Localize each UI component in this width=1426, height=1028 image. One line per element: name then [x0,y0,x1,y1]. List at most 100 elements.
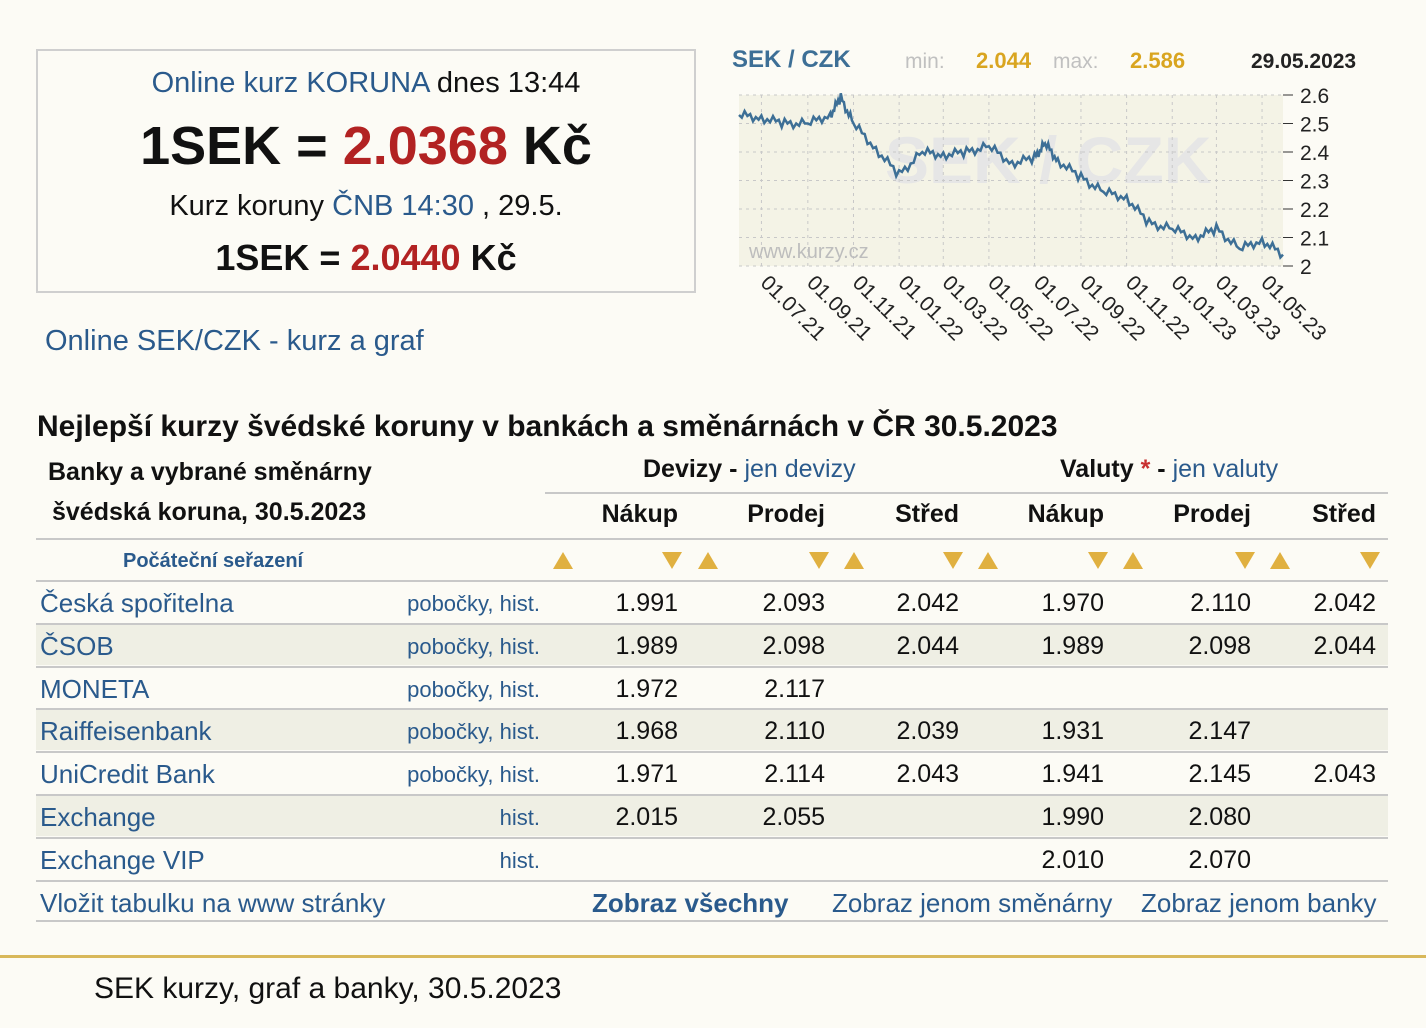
history-link[interactable]: hist. [499,805,540,830]
sort-descending-icon[interactable] [1088,552,1108,569]
online-rate-link[interactable]: Online kurz KORUNA [151,67,429,99]
column-header: Střed [895,500,959,528]
show-banks-link[interactable]: Zobraz jenom banky [1141,888,1377,918]
devizy-group-header: Devizy - jen devizy [643,455,856,484]
bank-links: hist. [500,848,540,874]
table-row: ČSOB pobočky, hist. 1.989 2.098 2.044 1.989 2.… [36,622,1388,665]
initial-sort-link[interactable]: Počáteční seřazení [123,550,304,572]
bank-name-link[interactable]: Raiffeisenbank [40,716,212,747]
history-link[interactable]: hist. [499,762,540,788]
sort-descending-icon[interactable] [943,552,963,569]
sort-ascending-icon[interactable] [978,552,998,569]
branches-link[interactable]: pobočky [407,633,488,659]
column-header: Nákup [601,500,678,528]
chart-title: SEK / CZK [732,46,851,73]
bank-links: pobočky, hist. [407,719,540,745]
rate-cell: 1.991 [615,589,678,617]
branches-link[interactable]: pobočky [407,762,488,788]
bank-links: hist. [500,805,540,831]
sort-descending-icon[interactable] [1235,552,1255,569]
sort-descending-icon[interactable] [809,552,829,569]
online-rate-pair: 1SEK = [140,116,343,176]
column-header: Nákup [1027,500,1104,528]
history-link[interactable]: hist. [499,847,540,873]
branches-link[interactable]: pobočky [407,591,488,616]
rate-cell: 1.968 [615,717,678,746]
link-separator: , [487,591,500,616]
rate-cell: 2.147 [1188,717,1251,746]
cnb-rate: 1SEK = 2.0440 Kč [38,237,694,279]
rate-cell: 2.015 [615,803,678,831]
rate-cell: 1.931 [1041,717,1104,746]
branches-link[interactable]: pobočky [407,719,488,745]
chart-max-value: 2.586 [1130,48,1185,73]
bank-name-link[interactable]: Exchange [40,802,156,832]
online-rate: 1SEK = 2.0368 Kč [38,115,694,177]
link-separator: , [487,633,500,659]
online-chart-link[interactable]: Online SEK/CZK - kurz a graf [45,325,424,357]
cnb-label: Kurz koruny [169,190,333,222]
chart-watermark: SEK / CZK [885,123,1212,197]
only-valuty-link[interactable]: jen valuty [1172,455,1279,483]
only-devizy-link[interactable]: jen devizy [744,455,856,483]
bank-name-link[interactable]: ČSOB [40,630,114,661]
column-header: Prodej [1173,500,1251,528]
bank-links: pobočky, hist. [407,677,540,703]
valuty-group-header: Valuty * - jen valuty [1060,455,1278,484]
rate-cell: 2.114 [764,760,825,789]
footer-divider [0,955,1426,958]
sort-ascending-icon[interactable] [1123,552,1143,569]
sort-ascending-icon[interactable] [698,552,718,569]
sort-ascending-icon[interactable] [553,552,573,569]
rate-cell: 1.989 [615,631,678,660]
rate-cell: 1.972 [615,674,678,703]
sort-row: Počáteční seřazení [36,540,1388,582]
rate-chart-svg: SEK / CZK2.62.52.42.32.22.1201.07.2101.0… [732,46,1356,345]
rate-cell: 2.042 [896,589,959,617]
history-link[interactable]: hist. [499,591,540,616]
sort-ascending-icon[interactable] [844,552,864,569]
branches-link[interactable]: pobočky [407,676,488,702]
cnb-rate-pair: 1SEK = [215,237,351,278]
history-link[interactable]: hist. [499,633,540,659]
group-divider [545,492,1388,494]
cnb-date: , 29.5. [473,190,563,222]
table-row: MONETA pobočky, hist. 1.972 2.117 [36,665,1388,708]
rate-cell: 1.990 [1041,803,1104,831]
embed-table-link[interactable]: Vložit tabulku na www stránky [40,888,386,918]
column-header: Střed [1312,500,1376,528]
devizy-dash: - [722,455,745,483]
chart-site-label: www.kurzy.cz [748,241,869,263]
rate-cell: 2.070 [1188,845,1251,874]
rate-cell: 1.971 [615,760,678,789]
show-exchanges-link[interactable]: Zobraz jenom směnárny [832,888,1113,918]
show-all-link[interactable]: Zobraz všechny [592,888,789,918]
table-row: Česká spořitelna pobočky, hist. 1.991 2.093… [36,580,1388,622]
chart-y-tick-label: 2.1 [1300,228,1329,251]
sort-ascending-icon[interactable] [1270,552,1290,569]
chart-series-line [738,93,1284,260]
valuty-label: Valuty [1060,455,1134,483]
sort-descending-icon[interactable] [662,552,682,569]
rate-cell: 2.117 [764,674,825,703]
bank-name-link[interactable]: Exchange VIP [40,844,205,875]
rate-chart[interactable]: SEK / CZK 2.6 2.5 2.4 2.3 2.2 2.1 2 01.07.21 01.0… [725,40,1395,370]
link-separator: , [487,719,500,745]
history-link[interactable]: hist. [499,719,540,745]
table-row: Raiffeisenbank pobočky, hist. 1.968 2.110 2.… [36,708,1388,751]
online-rate-unit: Kč [507,116,592,176]
rate-cell: 2.145 [1188,760,1251,789]
chart-y-tick-label: 2.4 [1300,142,1330,165]
cnb-link[interactable]: ČNB 14:30 [332,190,474,222]
bank-name-link[interactable]: Česká spořitelna [40,588,234,618]
chart-y-tick-label: 2.6 [1300,85,1329,108]
history-link[interactable]: hist. [499,676,540,702]
sort-descending-icon[interactable] [1360,552,1380,569]
valuty-star: * [1133,455,1151,483]
chart-y-tick-label: 2.2 [1300,199,1329,222]
cnb-rate-value: 2.0440 [350,237,461,278]
table-title: Nejlepší kurzy švédské koruny v bankách … [37,410,1058,443]
rate-cell: 2.043 [1313,760,1376,789]
bank-name-link[interactable]: MONETA [40,673,150,704]
bank-name-link[interactable]: UniCredit Bank [40,759,215,790]
